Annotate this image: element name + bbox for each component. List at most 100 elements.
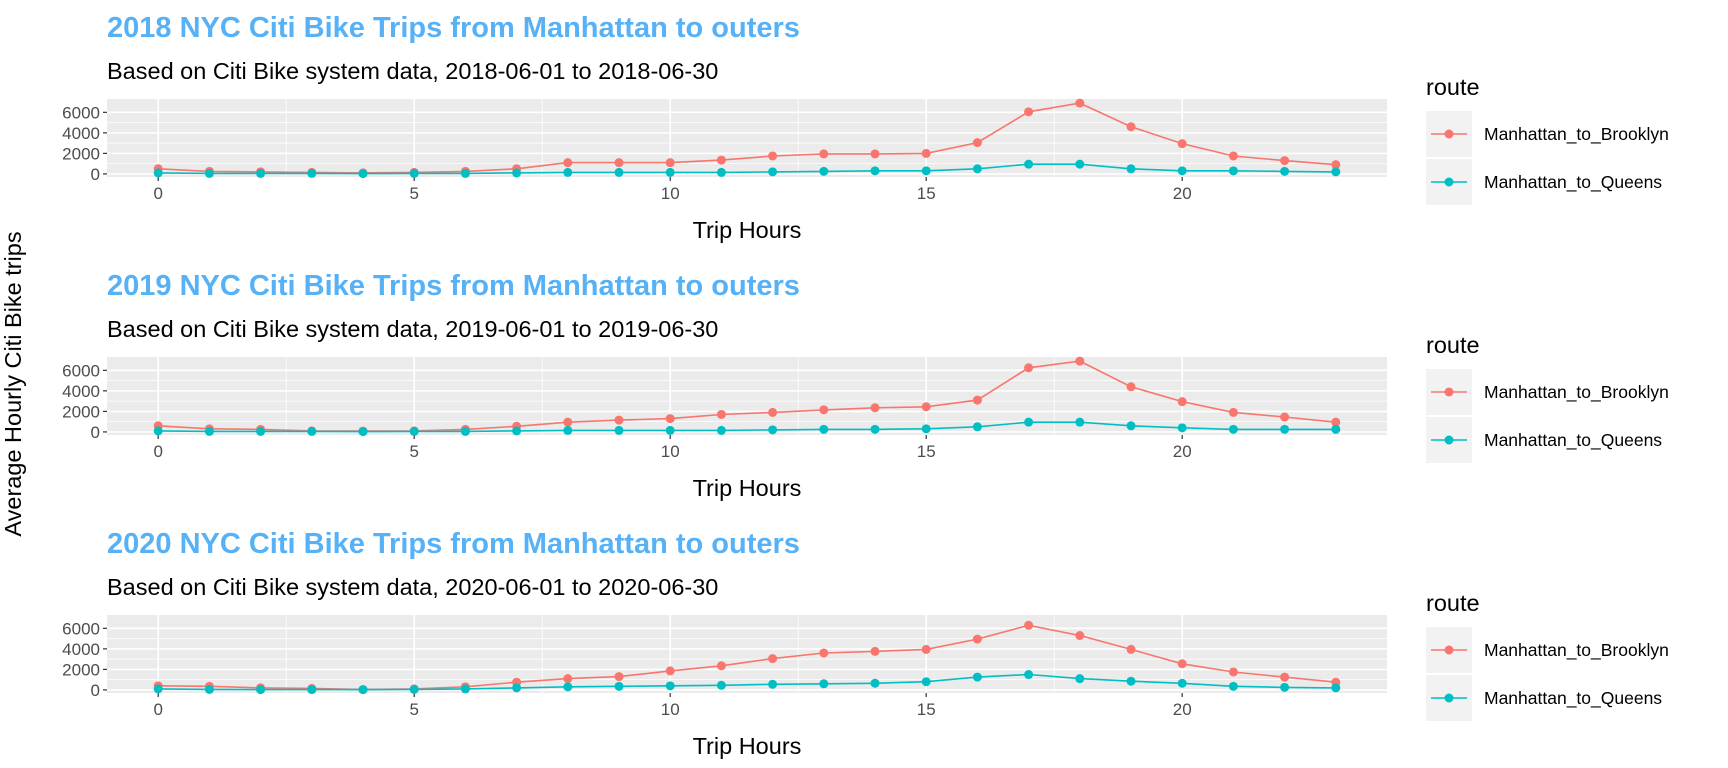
x-tick-label: 15 [917, 442, 936, 461]
legend-label: Manhattan_to_Queens [1484, 430, 1662, 451]
x-tick-label: 20 [1173, 184, 1192, 203]
x-tick-label: 0 [153, 442, 162, 461]
data-point-Manhattan_to_Brooklyn [716, 409, 726, 419]
data-point-Manhattan_to_Queens [614, 425, 624, 435]
data-point-Manhattan_to_Brooklyn [819, 405, 829, 415]
data-point-Manhattan_to_Queens [153, 684, 163, 694]
data-point-Manhattan_to_Brooklyn [1228, 151, 1238, 161]
legend-key-point [1444, 177, 1454, 187]
chart-panel-3: 2020 NYC Citi Bike Trips from Manhattan … [62, 528, 1669, 759]
data-point-Manhattan_to_Brooklyn [870, 646, 880, 656]
data-point-Manhattan_to_Queens [256, 168, 266, 178]
data-point-Manhattan_to_Brooklyn [563, 417, 573, 427]
data-point-Manhattan_to_Brooklyn [870, 149, 880, 159]
data-point-Manhattan_to_Queens [1228, 166, 1238, 176]
series-line-Manhattan_to_Queens [158, 673, 1336, 691]
data-point-Manhattan_to_Queens [204, 684, 214, 694]
data-point-Manhattan_to_Brooklyn [1177, 659, 1187, 669]
data-point-Manhattan_to_Brooklyn [870, 403, 880, 413]
legend-key-point [1444, 387, 1454, 397]
x-axis-title: Trip Hours [693, 217, 802, 243]
y-axis-label: Average Hourly Citi Bike trips [0, 231, 26, 536]
y-tick-label: 4000 [62, 382, 100, 401]
data-point-Manhattan_to_Brooklyn [1280, 672, 1290, 682]
chart-subtitle: Based on Citi Bike system data, 2019-06-… [107, 316, 718, 342]
data-point-Manhattan_to_Queens [1280, 682, 1290, 692]
data-point-Manhattan_to_Queens [358, 685, 368, 695]
chart-panel-2: 2019 NYC Citi Bike Trips from Manhattan … [62, 270, 1669, 501]
data-point-Manhattan_to_Queens [1280, 424, 1290, 434]
data-point-Manhattan_to_Brooklyn [921, 402, 931, 412]
data-point-Manhattan_to_Queens [409, 168, 419, 178]
x-tick-label: 20 [1173, 700, 1192, 719]
x-tick-label: 20 [1173, 442, 1192, 461]
data-point-Manhattan_to_Brooklyn [1126, 122, 1136, 132]
data-point-Manhattan_to_Brooklyn [563, 674, 573, 684]
chart-subtitle: Based on Citi Bike system data, 2018-06-… [107, 58, 718, 84]
chart-title: 2020 NYC Citi Bike Trips from Manhattan … [107, 528, 800, 560]
data-point-Manhattan_to_Queens [512, 683, 522, 693]
data-point-Manhattan_to_Queens [460, 168, 470, 178]
data-point-Manhattan_to_Brooklyn [716, 155, 726, 165]
y-tick-label: 6000 [62, 103, 100, 122]
plot-background [107, 99, 1387, 177]
x-tick-label: 10 [661, 700, 680, 719]
x-tick-label: 5 [409, 700, 418, 719]
data-point-Manhattan_to_Queens [1331, 167, 1341, 177]
data-point-Manhattan_to_Queens [870, 166, 880, 176]
data-point-Manhattan_to_Brooklyn [1177, 397, 1187, 407]
data-point-Manhattan_to_Queens [307, 168, 317, 178]
x-tick-label: 5 [409, 184, 418, 203]
data-point-Manhattan_to_Queens [1228, 681, 1238, 691]
data-point-Manhattan_to_Queens [665, 681, 675, 691]
data-point-Manhattan_to_Queens [614, 167, 624, 177]
data-point-Manhattan_to_Brooklyn [1331, 417, 1341, 427]
data-point-Manhattan_to_Queens [819, 679, 829, 689]
data-point-Manhattan_to_Queens [256, 685, 266, 695]
data-point-Manhattan_to_Brooklyn [921, 148, 931, 158]
data-point-Manhattan_to_Queens [716, 425, 726, 435]
data-point-Manhattan_to_Queens [256, 426, 266, 436]
data-point-Manhattan_to_Queens [1280, 166, 1290, 176]
data-point-Manhattan_to_Brooklyn [1126, 644, 1136, 654]
data-point-Manhattan_to_Queens [1024, 670, 1034, 680]
data-point-Manhattan_to_Brooklyn [972, 395, 982, 405]
x-tick-label: 0 [153, 184, 162, 203]
chart-title: 2018 NYC Citi Bike Trips from Manhattan … [107, 12, 800, 44]
data-point-Manhattan_to_Queens [563, 425, 573, 435]
legend-key-point [1444, 129, 1454, 139]
data-point-Manhattan_to_Queens [972, 672, 982, 682]
data-point-Manhattan_to_Brooklyn [768, 151, 778, 161]
data-point-Manhattan_to_Queens [1228, 424, 1238, 434]
data-point-Manhattan_to_Brooklyn [716, 661, 726, 671]
data-point-Manhattan_to_Brooklyn [972, 634, 982, 644]
data-point-Manhattan_to_Queens [768, 425, 778, 435]
data-point-Manhattan_to_Queens [460, 684, 470, 694]
data-point-Manhattan_to_Queens [768, 679, 778, 689]
series-line-Manhattan_to_Queens [158, 421, 1336, 433]
data-point-Manhattan_to_Brooklyn [1024, 363, 1034, 373]
data-point-Manhattan_to_Queens [1075, 674, 1085, 684]
data-point-Manhattan_to_Queens [716, 167, 726, 177]
data-point-Manhattan_to_Queens [1331, 683, 1341, 693]
data-point-Manhattan_to_Queens [409, 684, 419, 694]
y-tick-label: 0 [91, 423, 100, 442]
data-point-Manhattan_to_Queens [563, 167, 573, 177]
data-point-Manhattan_to_Brooklyn [614, 158, 624, 168]
data-point-Manhattan_to_Brooklyn [1177, 139, 1187, 149]
x-tick-label: 5 [409, 442, 418, 461]
legend-key-point [1444, 435, 1454, 445]
x-axis-title: Trip Hours [693, 733, 802, 759]
y-tick-label: 2000 [62, 144, 100, 163]
legend-title: route [1426, 332, 1480, 358]
legend-label: Manhattan_to_Queens [1484, 688, 1662, 709]
data-point-Manhattan_to_Queens [512, 426, 522, 436]
data-point-Manhattan_to_Brooklyn [1228, 667, 1238, 677]
data-point-Manhattan_to_Brooklyn [614, 415, 624, 425]
plot-background [107, 357, 1387, 435]
data-point-Manhattan_to_Queens [204, 168, 214, 178]
data-point-Manhattan_to_Queens [204, 426, 214, 436]
legend-title: route [1426, 590, 1480, 616]
data-point-Manhattan_to_Brooklyn [1280, 412, 1290, 422]
